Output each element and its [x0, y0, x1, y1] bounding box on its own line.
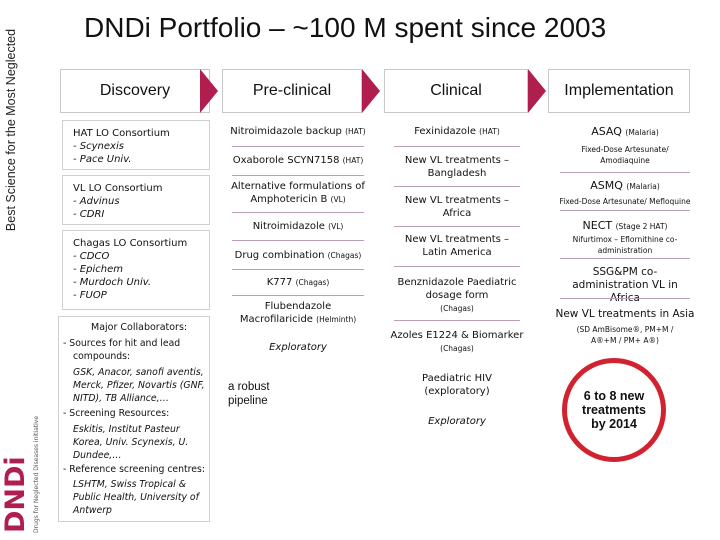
implementation-sub: Nifurtimox – Eflornithine co-administrat… — [572, 235, 678, 255]
separator — [394, 226, 520, 227]
preclinical-item: Drug combination (Chagas) — [234, 250, 362, 261]
collaborators-line: LSHTM, Swiss Tropical & — [73, 479, 186, 490]
clinical-item: Azoles E1224 & Biomarker (Chagas) — [390, 330, 524, 353]
collaborators-title: Major Collaborators: — [91, 322, 188, 333]
collaborators-line: - Sources for hit and lead — [63, 338, 181, 349]
side-tagline: Best Science for the Most Neglected — [4, 28, 18, 232]
preclinical-item: K777 (Chagas) — [266, 277, 330, 288]
preclinical-item: Nitroimidazole (VL) — [252, 221, 344, 232]
implementation-sub: Fixed-Dose Artesunate/ Amodiaquine — [581, 145, 669, 165]
clinical-item: New VL treatments – Latin America — [404, 234, 510, 258]
implementation-item: ASAQ (Malaria) — [591, 125, 659, 138]
separator — [232, 295, 364, 296]
page-title: DNDi Portfolio – ~100 M spent since 2003 — [84, 12, 607, 43]
separator — [232, 240, 364, 241]
discovery-hat-member: - Scynexis — [73, 141, 124, 152]
separator — [232, 269, 364, 270]
dndi-logo: DNDi Drugs for Neglected Diseases initia… — [2, 416, 40, 533]
clinical-item: Paediatric HIV (exploratory) — [422, 373, 492, 397]
phase-clinical-label: Clinical — [430, 82, 482, 99]
clinical-exploratory: Exploratory — [428, 416, 486, 427]
arrow-icon — [362, 69, 380, 113]
separator — [560, 172, 690, 173]
preclinical-box: Nitroimidazole backup (HAT) Oxaborole SC… — [222, 120, 374, 332]
collaborators-line: - Screening Resources: — [63, 408, 170, 419]
separator — [560, 210, 690, 211]
implementation-item: NECT (Stage 2 HAT) — [582, 219, 668, 232]
phase-implementation-label: Implementation — [564, 82, 674, 99]
discovery-vl-title: VL LO Consortium — [73, 183, 163, 194]
discovery-vl-box: VL LO Consortium - Advinus - CDRI — [62, 175, 210, 225]
preclinical-item: Oxaborole SCYN7158 (HAT) — [232, 155, 364, 166]
collaborators-line: Dundee,… — [73, 450, 122, 461]
logo-wordmark: DNDi — [2, 456, 31, 533]
arrow-icon — [200, 69, 218, 113]
preclinical-exploratory: Exploratory — [269, 342, 327, 353]
collaborators-line: NITD), TB Alliance,… — [73, 393, 169, 404]
discovery-vl-member: - Advinus — [73, 196, 120, 207]
discovery-chagas-box: Chagas LO Consortium - CDCO - Epichem - … — [62, 230, 210, 310]
phase-preclinical-label: Pre-clinical — [252, 82, 332, 99]
discovery-chagas-title: Chagas LO Consortium — [73, 238, 188, 249]
discovery-hat-box: HAT LO Consortium - Scynexis - Pace Univ… — [62, 120, 210, 170]
arrow-icon — [528, 69, 546, 113]
phase-clinical: Clinical — [384, 69, 528, 113]
separator — [394, 266, 520, 267]
separator — [232, 212, 364, 213]
implementation-box: ASAQ (Malaria) Fixed-Dose Artesunate/ Am… — [550, 120, 700, 345]
separator — [394, 146, 520, 147]
separator — [560, 258, 690, 259]
collaborators-line: Merck, Pfizer, Novartis (GNF, — [73, 380, 205, 391]
implementation-item: New VL treatments in Asia — [555, 308, 695, 320]
phase-implementation: Implementation — [548, 69, 690, 113]
discovery-collaborators-box: Major Collaborators: - Sources for hit a… — [58, 316, 210, 522]
separator — [394, 320, 520, 321]
implementation-sub: Fixed-Dose Artesunate/ Mefloquine — [559, 197, 691, 206]
clinical-item: New VL treatments – Bangladesh — [404, 155, 510, 179]
phase-discovery: Discovery — [60, 69, 210, 113]
clinical-item: Benznidazole Paediatric dosage form (Chag… — [397, 277, 517, 313]
pipeline-note-box: a robust pipeline — [226, 376, 286, 416]
separator — [232, 146, 364, 147]
clinical-box: Fexinidazole (HAT) New VL treatments – B… — [384, 120, 530, 366]
discovery-chagas-member: - FUOP — [73, 290, 107, 301]
collaborators-line: Korea, Univ. Scynexis, U. — [73, 437, 189, 448]
collaborators-line: Antwerp — [73, 505, 112, 516]
clinical-item: New VL treatments – Africa — [404, 195, 510, 219]
discovery-chagas-member: - CDCO — [73, 251, 110, 262]
discovery-chagas-member: - Epichem — [73, 264, 123, 275]
separator — [560, 298, 690, 299]
logo-subtitle: Drugs for Neglected Diseases initiative — [33, 416, 40, 533]
implementation-sub: (SD AmBisome®, PM+M / A®+M / PM+ A®) — [576, 325, 674, 345]
callout-text: 6 to 8 new treatments by 2014 — [582, 389, 646, 431]
implementation-item: ASMQ (Malaria) — [590, 179, 660, 192]
preclinical-item: Alternative formulations of Amphotericin… — [231, 181, 365, 205]
collaborators-line: compounds: — [73, 351, 131, 362]
phase-preclinical: Pre-clinical — [222, 69, 362, 113]
collaborators-line: GSK, Anacor, sanofi aventis, — [73, 367, 204, 378]
clinical-item: Fexinidazole (HAT) — [414, 126, 500, 137]
callout-circle: 6 to 8 new treatments by 2014 — [562, 358, 666, 462]
preclinical-item: Nitroimidazole backup (HAT) — [230, 126, 366, 137]
discovery-hat-title: HAT LO Consortium — [73, 128, 170, 139]
implementation-item: SSG&PM co-administration VL in Africa — [572, 266, 678, 304]
discovery-vl-member: - CDRI — [73, 209, 105, 220]
collaborators-line: - Reference screening centres: — [63, 464, 205, 475]
collaborators-line: Public Health, University of — [73, 492, 199, 503]
pipeline-note: a robust pipeline — [228, 381, 270, 407]
separator — [232, 175, 364, 176]
preclinical-item: Flubendazole Macrofilaricide (Helminth) — [239, 301, 357, 325]
separator — [394, 186, 520, 187]
phase-discovery-label: Discovery — [99, 82, 171, 99]
discovery-hat-member: - Pace Univ. — [73, 154, 132, 165]
collaborators-line: Eskitis, Institut Pasteur — [73, 424, 180, 435]
discovery-chagas-member: - Murdoch Univ. — [73, 277, 152, 288]
